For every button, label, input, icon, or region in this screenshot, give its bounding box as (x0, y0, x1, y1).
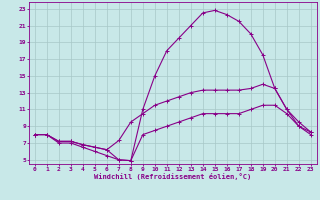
X-axis label: Windchill (Refroidissement éolien,°C): Windchill (Refroidissement éolien,°C) (94, 173, 252, 180)
